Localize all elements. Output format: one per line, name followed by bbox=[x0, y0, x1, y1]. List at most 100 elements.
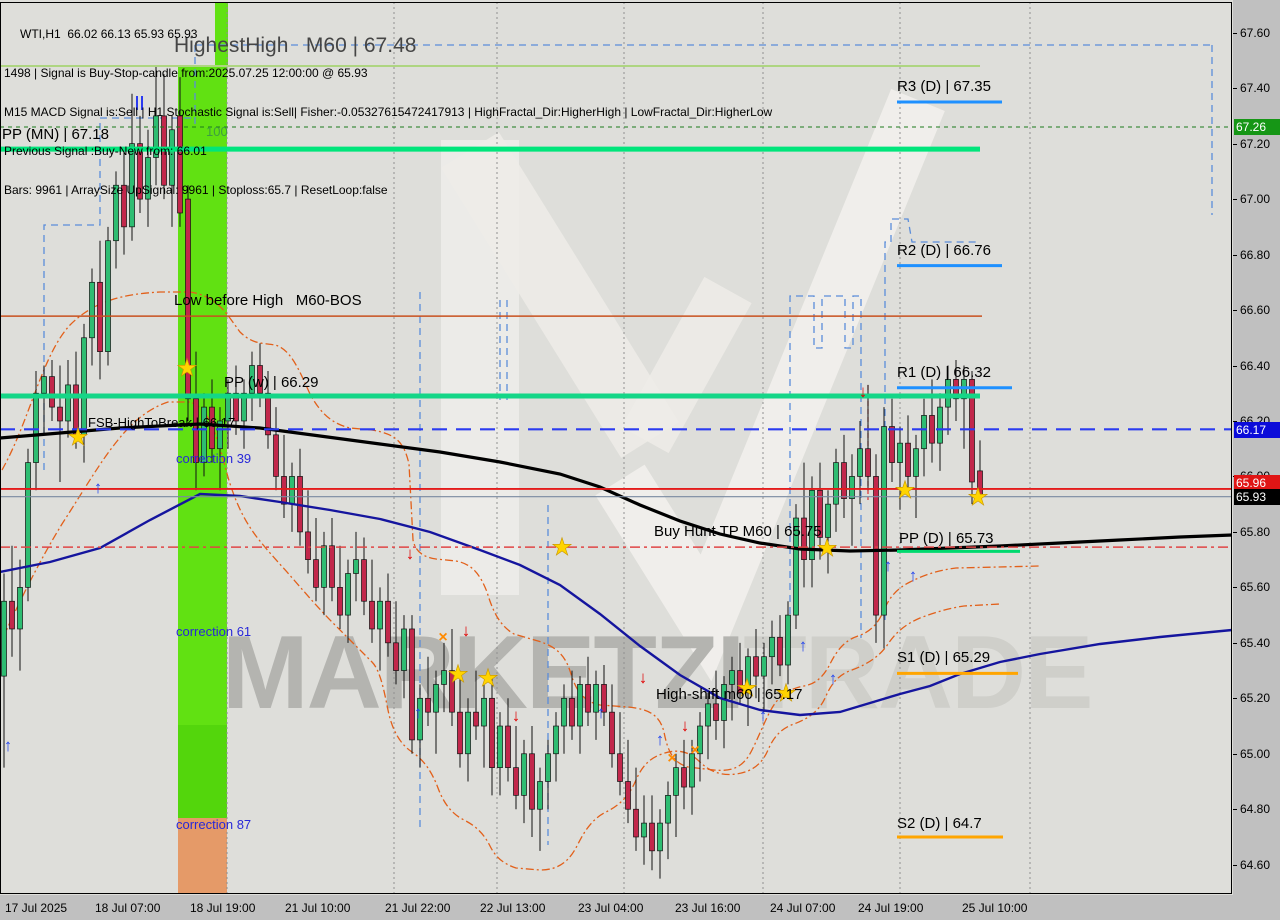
daily-pivot-lines bbox=[897, 100, 1020, 839]
current-price-tag: 67.26 bbox=[1234, 119, 1280, 135]
star-marker: ★ bbox=[967, 484, 989, 511]
y-axis-tick bbox=[1233, 753, 1237, 755]
sell-arrow-icon: ↓ bbox=[462, 621, 471, 640]
macd-stochastic-line: M15 MACD Signal is:Sell | H1 Stochastic … bbox=[4, 105, 773, 119]
previous-signal-line: Previous Signal :Buy-New from: 66.01 bbox=[4, 144, 207, 158]
buy-arrow-icon: ↑ bbox=[414, 703, 423, 722]
y-axis-tick bbox=[1233, 254, 1237, 256]
y-axis-label: 66.40 bbox=[1240, 358, 1271, 373]
chart-plot-area[interactable]: MARKETZITRADE ★ ★ ★ ★ ★ ★ ★ ★ ★ ★ ↓ ↓ ↓ ↓ ↓ ↓ ↑ ↑ ↑ ↑ ↑ ↑ ↑ ↑ ↑ ↑… bbox=[0, 0, 1233, 895]
y-axis-tick bbox=[1233, 531, 1237, 533]
chart-border bbox=[0, 2, 1232, 894]
y-axis-label: 65.40 bbox=[1240, 635, 1271, 650]
y-axis-tick bbox=[1233, 199, 1237, 201]
x-axis-label: 24 Jul 07:00 bbox=[770, 901, 836, 915]
x-axis-label: 22 Jul 13:00 bbox=[480, 901, 546, 915]
correction-61-label: correction 61 bbox=[176, 624, 252, 639]
x-axis-label: 18 Jul 07:00 bbox=[95, 901, 161, 915]
low-before-high-label: Low before High M60-BOS bbox=[174, 292, 362, 309]
star-marker: ★ bbox=[775, 680, 797, 707]
star-marker: ★ bbox=[816, 535, 838, 562]
x-axis-label: 23 Jul 04:00 bbox=[578, 901, 644, 915]
buy-arrow-icon: ↑ bbox=[759, 706, 768, 725]
exit-cross-icon: × bbox=[438, 629, 447, 646]
y-axis-label: 64.60 bbox=[1240, 857, 1271, 872]
signal-line: 1498 | Signal is Buy-Stop-candle from:20… bbox=[4, 66, 368, 80]
y-axis-tick bbox=[1233, 88, 1237, 90]
y-axis-tick bbox=[1233, 310, 1237, 312]
s2-daily-label: S2 (D) | 64.7 bbox=[897, 815, 982, 832]
chart-canvas[interactable]: ★★★★ ★ ★ ★★★ ★↓↓↓↓↓↓↑↑↑ ↑↑↑↑↑↑↑×× × bbox=[0, 0, 1233, 895]
x-axis-label: 21 Jul 22:00 bbox=[385, 901, 451, 915]
ma-fast-black bbox=[0, 422, 1233, 553]
pivot-weekly-label: PP (w) | 66.29 bbox=[224, 374, 319, 391]
pivot-monthly-label: PP (MN) | 67.18 bbox=[2, 126, 109, 143]
correction-87-label: correction 87 bbox=[176, 817, 252, 832]
y-axis-label: 65.20 bbox=[1240, 691, 1271, 706]
x-axis-label: 21 Jul 10:00 bbox=[285, 901, 351, 915]
x-axis-label: 17 Jul 2025 bbox=[5, 901, 68, 915]
sell-arrow-icon: ↓ bbox=[681, 716, 690, 735]
candles-layer bbox=[1, 65, 983, 879]
buy-hunt-tp-label: Buy Hunt TP M60 | 65.75 bbox=[654, 523, 822, 540]
y-axis-tick bbox=[1233, 587, 1237, 589]
x-axis-label: 25 Jul 10:00 bbox=[962, 901, 1028, 915]
highest-high-label: HighestHigh M60 | 67.48 bbox=[174, 34, 417, 57]
r2-daily-label: R2 (D) | 66.76 bbox=[897, 242, 991, 259]
buy-arrow-icon: ↑ bbox=[597, 703, 606, 722]
star-marker: ★ bbox=[477, 665, 499, 692]
signal-markers: ★★★★ ★ ★ ★★★ ★↓↓↓↓↓↓↑↑↑ ↑↑↑↑↑↑↑×× × bbox=[4, 96, 989, 767]
r3-daily-label: R3 (D) | 67.35 bbox=[897, 78, 991, 95]
blue-tick-marker bbox=[141, 96, 143, 110]
fsb-high-to-break-label: FSB-HighToBreak | 66.17 bbox=[88, 415, 236, 430]
y-axis-label: 65.80 bbox=[1240, 524, 1271, 539]
s1-daily-label: S1 (D) | 65.29 bbox=[897, 649, 991, 666]
y-axis-label: 66.80 bbox=[1240, 247, 1271, 262]
broker-logo-watermark bbox=[441, 89, 945, 682]
x-axis-label: 18 Jul 19:00 bbox=[190, 901, 256, 915]
x-axis-label: 24 Jul 19:00 bbox=[858, 901, 924, 915]
y-axis-label: 65.00 bbox=[1240, 746, 1271, 761]
y-axis-label: 66.60 bbox=[1240, 303, 1271, 318]
current-price-tag: 65.96 bbox=[1234, 475, 1280, 491]
y-axis-label: 64.80 bbox=[1240, 802, 1271, 817]
y-axis-tick bbox=[1233, 809, 1237, 811]
exit-cross-icon: × bbox=[690, 742, 699, 759]
y-axis-label: 67.60 bbox=[1240, 25, 1271, 40]
price-levels bbox=[0, 64, 1232, 548]
star-marker: ★ bbox=[551, 534, 573, 561]
ohlc-readout: WTI,H1 66.02 66.13 65.93 65.93 bbox=[20, 27, 198, 41]
buy-arrow-icon: ↑ bbox=[884, 556, 893, 575]
star-marker: ★ bbox=[894, 477, 916, 504]
moving-averages bbox=[0, 422, 1233, 717]
star-marker: ★ bbox=[447, 661, 469, 688]
bars-stoploss-line: Bars: 9961 | ArraySize UpSignal: 9961 | … bbox=[4, 183, 388, 197]
current-price-tag: 65.93 bbox=[1234, 489, 1280, 505]
indicator-info-panel: WTI,H1 66.02 66.13 65.93 65.93 1498 | Si… bbox=[4, 2, 772, 223]
y-axis-tick bbox=[1233, 32, 1237, 34]
r1-daily-label: R1 (D) | 66.32 bbox=[897, 364, 991, 381]
time-axis[interactable]: 17 Jul 2025 18 Jul 07:00 18 Jul 19:00 21 Ju… bbox=[0, 895, 1233, 920]
high-shift-label: High-shift m60 | 65.17 bbox=[656, 686, 803, 703]
y-axis-tick bbox=[1233, 642, 1237, 644]
price-axis[interactable]: 67.60 67.40 67.20 67.00 66.80 66.60 66.40 66.20… bbox=[1233, 0, 1280, 920]
blue-tick-marker bbox=[136, 96, 138, 110]
current-price-tag: 66.17 bbox=[1234, 422, 1280, 438]
buy-arrow-icon: ↑ bbox=[829, 669, 838, 688]
sell-arrow-icon: ↓ bbox=[859, 382, 868, 401]
ma-slow-blue bbox=[0, 492, 1233, 717]
star-marker: ★ bbox=[67, 424, 89, 451]
star-marker: ★ bbox=[176, 355, 198, 382]
y-axis-label: 67.00 bbox=[1240, 192, 1271, 207]
buy-arrow-icon: ↑ bbox=[4, 736, 13, 755]
y-axis-tick bbox=[1233, 365, 1237, 367]
sell-arrow-icon: ↓ bbox=[512, 706, 521, 725]
y-axis-label: 67.40 bbox=[1240, 81, 1271, 96]
buy-arrow-icon: ↑ bbox=[656, 730, 665, 749]
buy-arrow-icon: ↑ bbox=[94, 478, 103, 497]
x-axis-label: 23 Jul 16:00 bbox=[675, 901, 741, 915]
star-marker: ★ bbox=[736, 675, 758, 702]
correction-39-label: correction 39 bbox=[176, 451, 252, 466]
buy-arrow-icon: ↑ bbox=[909, 566, 918, 585]
